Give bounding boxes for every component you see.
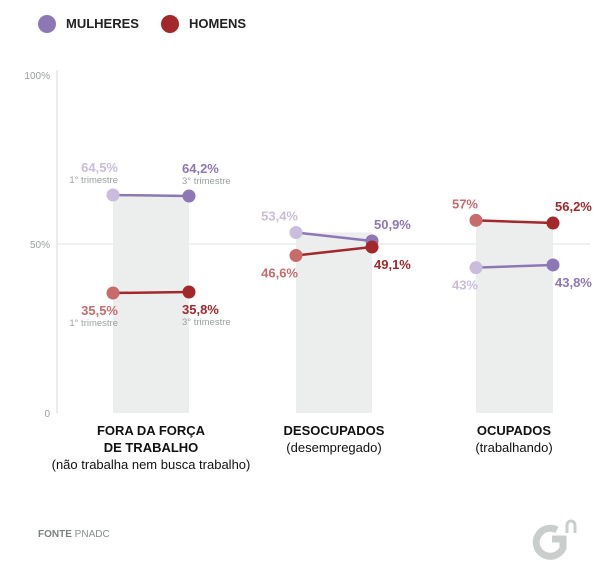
- point-q1-homens: [469, 213, 483, 227]
- legend-label-mulheres: MULHERES: [66, 16, 139, 31]
- period-label: 1° trimestre: [69, 318, 118, 329]
- point-q1-homens: [106, 286, 120, 300]
- value-label: 49,1%: [374, 257, 411, 272]
- point-q1-mulheres: [106, 188, 120, 202]
- period-label: 1° trimestre: [69, 175, 118, 186]
- value-label: 64,2%: [182, 161, 219, 176]
- point-q3-homens: [546, 216, 560, 230]
- point-q3-mulheres: [546, 258, 560, 272]
- value-label: 43,8%: [555, 275, 592, 290]
- y-tick-label: 0: [44, 409, 50, 420]
- legend-label-homens: HOMENS: [189, 16, 247, 31]
- category-title: FORA DA FORÇA DE TRABALHO: [96, 423, 206, 455]
- value-label: 50,9%: [374, 217, 411, 232]
- point-q1-mulheres: [469, 261, 483, 275]
- source-note: FONTE PNADC: [38, 529, 110, 540]
- source-value: PNADC: [74, 529, 110, 540]
- series-line-homens: [475, 219, 554, 225]
- legend-dot-homens: [161, 15, 179, 33]
- category-title: DESOCUPADOS: [283, 423, 385, 438]
- point-q1-homens: [289, 248, 303, 262]
- category-label-ocupados: OCUPADOS (trabalhando): [434, 422, 594, 456]
- value-label: 57%: [452, 196, 478, 211]
- y-tick-label: 100%: [24, 71, 50, 82]
- value-label: 46,6%: [261, 265, 298, 280]
- period-label: 3° trimestre: [182, 176, 231, 187]
- category-band: [296, 232, 372, 413]
- value-label: 56,2%: [555, 199, 592, 214]
- value-label: 43%: [452, 278, 478, 293]
- point-q3-homens: [182, 285, 196, 299]
- category-subtitle: (não trabalha nem busca trabalho): [51, 457, 251, 472]
- series-line-mulheres: [295, 231, 373, 243]
- point-q3-homens: [365, 240, 379, 254]
- point-q3-mulheres: [182, 189, 196, 203]
- y-tick-label: 50%: [30, 240, 50, 251]
- value-label: 53,4%: [261, 209, 298, 224]
- source-label: FONTE: [38, 529, 72, 540]
- value-label: 35,8%: [182, 302, 219, 317]
- value-label: 35,5%: [81, 303, 118, 318]
- period-label: 3° trimestre: [182, 317, 231, 328]
- category-band: [113, 194, 189, 413]
- category-subtitle: (trabalhando): [475, 440, 553, 455]
- category-subtitle: (desempregado): [286, 440, 382, 455]
- series-line-mulheres: [475, 263, 554, 269]
- category-band: [476, 220, 553, 413]
- series-line-homens: [112, 290, 190, 295]
- series-line-homens: [295, 245, 373, 257]
- category-title: OCUPADOS: [476, 423, 552, 438]
- series-line-mulheres: [112, 193, 190, 198]
- category-label-desocupados: DESOCUPADOS (desempregado): [254, 422, 414, 456]
- legend-dot-mulheres: [38, 15, 56, 33]
- value-label: 64,5%: [81, 160, 118, 175]
- category-label-fora: FORA DA FORÇA DE TRABALHO (não trabalha …: [40, 422, 262, 473]
- point-q1-mulheres: [289, 226, 303, 240]
